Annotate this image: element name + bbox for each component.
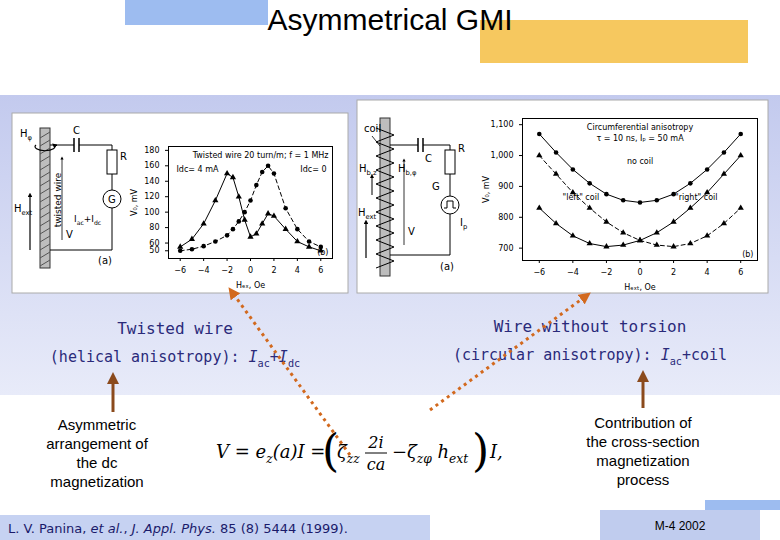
svg-text:Twisted wire: Twisted wire <box>117 319 233 338</box>
svg-text:700: 700 <box>498 244 513 253</box>
svg-text:0: 0 <box>637 268 642 277</box>
svg-text:Hb,z: Hb,z <box>359 163 377 177</box>
svg-text:magnetization: magnetization <box>50 473 143 490</box>
svg-text:1,100: 1,100 <box>491 120 514 129</box>
svg-text:−6: −6 <box>533 268 545 277</box>
svg-text:): ) <box>472 425 489 476</box>
svg-text:2: 2 <box>671 268 676 277</box>
svg-text:−6: −6 <box>174 266 186 275</box>
svg-text:Iac+Idc: Iac+Idc <box>74 214 101 226</box>
svg-text:Contribution of: Contribution of <box>594 414 692 431</box>
svg-text:(a): (a) <box>98 255 112 266</box>
svg-text:(helical anisotropy): Iac+Idc: (helical anisotropy): Iac+Idc <box>50 348 300 369</box>
svg-text:V: V <box>66 229 73 240</box>
svg-text:Hₑₓₜ, Oe: Hₑₓₜ, Oe <box>624 283 656 292</box>
svg-text:Asymmetric: Asymmetric <box>58 416 137 433</box>
svg-text:Hb,φ: Hb,φ <box>398 163 417 177</box>
svg-text:50: 50 <box>149 246 159 255</box>
svg-text:"left" coil: "left" coil <box>563 193 600 202</box>
svg-text:coil: coil <box>364 123 381 134</box>
svg-text:800: 800 <box>498 213 513 222</box>
svg-text:V₀, mV: V₀, mV <box>482 175 491 203</box>
svg-text:0: 0 <box>248 266 253 275</box>
svg-text:G: G <box>432 181 440 192</box>
svg-text:magnetization: magnetization <box>596 452 689 469</box>
svg-text:180: 180 <box>144 146 159 155</box>
svg-text:4: 4 <box>705 268 710 277</box>
svg-text:80: 80 <box>149 223 159 232</box>
svg-text:Hext: Hext <box>14 203 33 217</box>
svg-text:C: C <box>73 125 80 136</box>
svg-text:the dc: the dc <box>77 454 118 471</box>
svg-text:G: G <box>108 194 116 205</box>
svg-text:Idc= 4 mA: Idc= 4 mA <box>177 165 220 174</box>
svg-text:ζzφ hext: ζzφ hext <box>407 441 468 466</box>
svg-text:2: 2 <box>271 266 276 275</box>
svg-text:(circular anisotropy): Iac+coi: (circular anisotropy): Iac+coil <box>452 346 728 367</box>
svg-text:4: 4 <box>295 266 300 275</box>
svg-text:Twisted wire 20 turn/m; f = 1: Twisted wire 20 turn/m; f = 1 MHz <box>192 151 329 160</box>
svg-text:100: 100 <box>144 208 159 217</box>
svg-text:no coil: no coil <box>627 157 653 166</box>
svg-text:R: R <box>120 151 127 162</box>
svg-text:(b): (b) <box>742 250 753 259</box>
svg-text:Asymmetrical GMI: Asymmetrical GMI <box>267 3 512 36</box>
svg-text:ζzz: ζzz <box>337 441 360 467</box>
svg-text:"right" coil: "right" coil <box>675 193 717 202</box>
svg-text:6: 6 <box>318 266 323 275</box>
svg-text:−4: −4 <box>198 266 210 275</box>
svg-text:τ = 10 ns, Iₚ = 50 mA: τ = 10 ns, Iₚ = 50 mA <box>596 134 684 143</box>
svg-text:−4: −4 <box>567 268 579 277</box>
svg-text:60: 60 <box>149 239 159 248</box>
svg-text:V: V <box>408 226 415 237</box>
svg-text:Hₑₓ, Oe: Hₑₓ, Oe <box>236 281 265 290</box>
svg-text:160: 160 <box>144 161 159 170</box>
svg-text:ca: ca <box>367 455 386 474</box>
svg-text:(b): (b) <box>317 248 328 257</box>
svg-text:the cross-section: the cross-section <box>586 433 699 450</box>
svg-text:arrangement of: arrangement of <box>46 435 149 452</box>
svg-text:Idc= 0: Idc= 0 <box>300 165 326 174</box>
svg-text:twisted wire: twisted wire <box>53 172 63 227</box>
svg-text:process: process <box>617 471 670 488</box>
svg-text:M-4 2002: M-4 2002 <box>655 519 706 533</box>
svg-text:−2: −2 <box>221 266 233 275</box>
svg-text:120: 120 <box>144 192 159 201</box>
svg-text:Hφ: Hφ <box>20 128 33 142</box>
svg-text:1,000: 1,000 <box>491 151 514 160</box>
svg-text:(a): (a) <box>440 261 454 272</box>
svg-text:−: − <box>392 441 407 462</box>
svg-text:V₀, mV: V₀, mV <box>130 188 139 216</box>
svg-text:L. V. Panina, et al., J. Appl.: L. V. Panina, et al., J. Appl. Phys. 85 … <box>8 521 348 536</box>
svg-text:V = ez(a)I =: V = ez(a)I = <box>216 441 325 466</box>
svg-text:I,: I, <box>489 441 503 462</box>
svg-text:Hext: Hext <box>358 207 377 221</box>
svg-text:−2: −2 <box>601 268 613 277</box>
svg-text:140: 140 <box>144 177 159 186</box>
svg-text:Ip: Ip <box>460 217 467 231</box>
svg-text:6: 6 <box>738 268 743 277</box>
svg-text:R: R <box>458 143 465 154</box>
svg-text:2i: 2i <box>367 433 383 452</box>
svg-text:C: C <box>425 153 432 164</box>
svg-text:Circumferential anisotropy: Circumferential anisotropy <box>587 123 694 132</box>
svg-text:900: 900 <box>498 182 513 191</box>
svg-text:Wire without torsion: Wire without torsion <box>494 317 687 336</box>
